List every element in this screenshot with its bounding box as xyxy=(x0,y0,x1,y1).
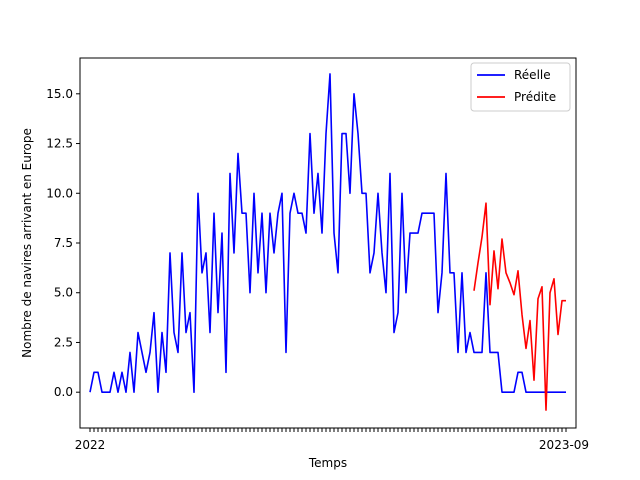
y-tick-label: 0.0 xyxy=(54,385,73,399)
x-tick-label-last: 2023-09 xyxy=(539,438,589,452)
x-tick-label-first: 2022 xyxy=(75,438,106,452)
series-layer xyxy=(89,73,566,411)
y-tick-label: 15.0 xyxy=(46,87,73,101)
legend: Réelle Prédite xyxy=(470,62,571,112)
series-line-reelle xyxy=(89,73,566,393)
y-tick-label: 2.5 xyxy=(54,335,73,349)
x-axis-label: Temps xyxy=(308,456,347,470)
series-line-predite xyxy=(473,202,566,411)
y-tick-label: 7.5 xyxy=(54,236,73,250)
legend-label-predite: Prédite xyxy=(514,90,556,104)
x-axis-ticks xyxy=(89,428,567,432)
y-tick-label: 10.0 xyxy=(46,186,73,200)
y-tick-label: 12.5 xyxy=(46,137,73,151)
y-tick-label: 5.0 xyxy=(54,286,73,300)
y-axis-label: Nombre de navires arrivant en Europe xyxy=(20,128,34,358)
legend-label-reelle: Réelle xyxy=(514,68,551,82)
y-axis-ticks: 0.0 2.5 5.0 7.5 10.0 12.5 15.0 xyxy=(46,87,80,399)
